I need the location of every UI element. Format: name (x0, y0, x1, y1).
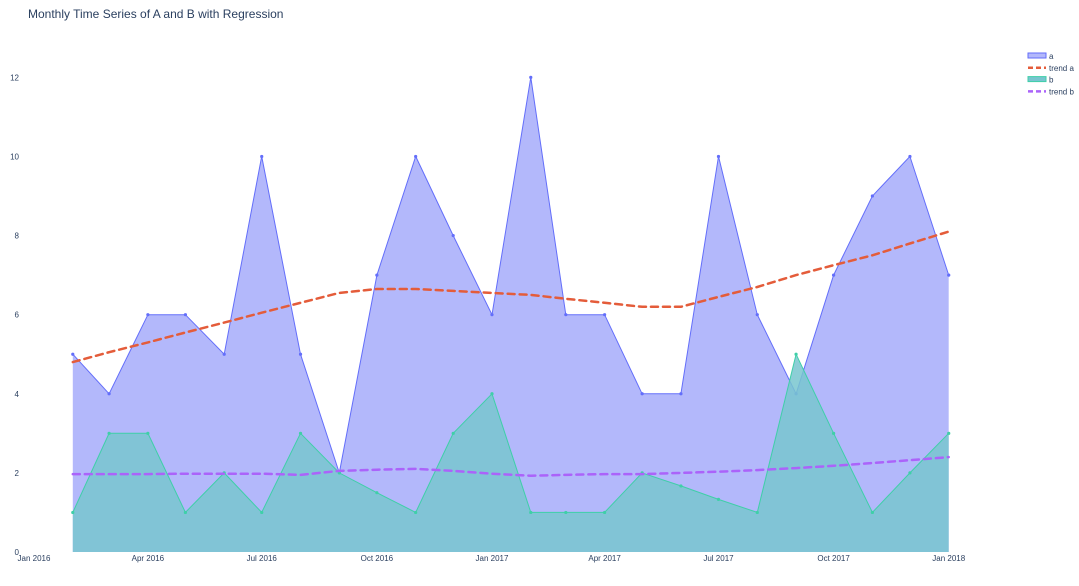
data-point-a (564, 313, 568, 317)
trend-line-trend-b (71, 455, 950, 477)
x-tick-label: Jul 2017 (703, 554, 734, 563)
y-tick-label: 12 (10, 73, 19, 82)
data-point-b (183, 510, 188, 515)
legend-item[interactable]: b (1027, 76, 1054, 85)
data-point-b (298, 431, 303, 435)
data-point-a (146, 313, 150, 317)
legend-swatch (1027, 52, 1047, 59)
data-point-a (640, 392, 644, 396)
data-point-a (375, 273, 379, 277)
area-line-b (72, 352, 950, 514)
data-point-a (831, 273, 836, 277)
data-point-a (870, 194, 874, 198)
data-point-b (107, 431, 111, 435)
data-point-a (908, 154, 912, 159)
x-tick-label: Jan 2018 (932, 554, 965, 563)
legend-label: a (1049, 52, 1054, 61)
area-fill-b (72, 354, 949, 552)
data-point-a (716, 154, 721, 159)
trend-line-trend-a (71, 230, 950, 364)
y-tick-label: 2 (15, 469, 20, 478)
series-b (71, 352, 951, 552)
legend-item[interactable]: trend a (1028, 64, 1074, 73)
series-layer (71, 75, 951, 553)
data-point-b (564, 510, 568, 515)
x-tick-label: Jul 2016 (247, 554, 278, 563)
data-point-a (529, 75, 533, 79)
legend[interactable]: a trend a b trend b (1027, 52, 1074, 96)
series-trend-a (71, 230, 950, 364)
data-point-b (679, 484, 683, 488)
data-point-b (414, 510, 418, 515)
data-point-a (755, 313, 759, 317)
data-point-b (490, 392, 494, 396)
data-point-a (107, 392, 111, 396)
data-point-a (71, 352, 75, 356)
y-tick-label: 8 (15, 232, 20, 241)
x-tick-label: Oct 2016 (361, 554, 394, 563)
series-trend-b (71, 455, 950, 477)
data-point-b (375, 491, 379, 495)
data-point-b (870, 510, 874, 515)
legend-label: b (1049, 76, 1054, 85)
data-point-a (414, 154, 418, 159)
x-tick-label: Apr 2016 (132, 554, 165, 563)
data-point-b (529, 510, 533, 515)
data-point-b (716, 497, 721, 501)
legend-swatch (1027, 76, 1047, 83)
data-point-a (490, 313, 494, 317)
data-point-b (71, 510, 75, 515)
data-point-a (679, 392, 683, 396)
data-point-a (222, 352, 226, 356)
legend-label: trend b (1049, 87, 1074, 96)
data-point-a (183, 313, 188, 317)
x-tick-label: Oct 2017 (817, 554, 850, 563)
data-point-a (947, 273, 951, 277)
data-point-b (831, 431, 836, 435)
legend-label: trend a (1049, 64, 1074, 73)
data-point-b (603, 510, 607, 515)
data-point-b (451, 431, 455, 435)
x-tick-label: Apr 2017 (588, 554, 621, 563)
x-tick-label: Jan 2017 (476, 554, 509, 563)
legend-item[interactable]: trend b (1028, 87, 1074, 96)
data-point-b (947, 431, 951, 435)
data-point-b (755, 510, 759, 515)
data-point-b (260, 510, 264, 515)
y-tick-label: 4 (15, 390, 20, 399)
x-axis-ticks: Jan 2016 Apr 2016 Jul 2016 Oct 2016 Jan 2017… (18, 554, 966, 563)
x-tick-label: Jan 2016 (18, 554, 51, 563)
data-point-a (603, 313, 607, 317)
data-point-a (260, 154, 264, 159)
data-point-a (298, 352, 303, 356)
legend-item[interactable]: a (1027, 52, 1054, 61)
data-point-b (908, 471, 912, 475)
y-axis-ticks: 0 2 4 6 8 10 12 (10, 73, 19, 557)
area-fill-a (72, 77, 949, 553)
data-point-b (794, 352, 798, 356)
y-tick-label: 0 (15, 548, 20, 557)
chart-title: Monthly Time Series of A and B with Regr… (28, 7, 284, 21)
y-tick-label: 10 (10, 152, 19, 161)
data-point-b (146, 431, 150, 435)
y-tick-label: 6 (15, 311, 20, 320)
data-point-a (451, 233, 455, 238)
